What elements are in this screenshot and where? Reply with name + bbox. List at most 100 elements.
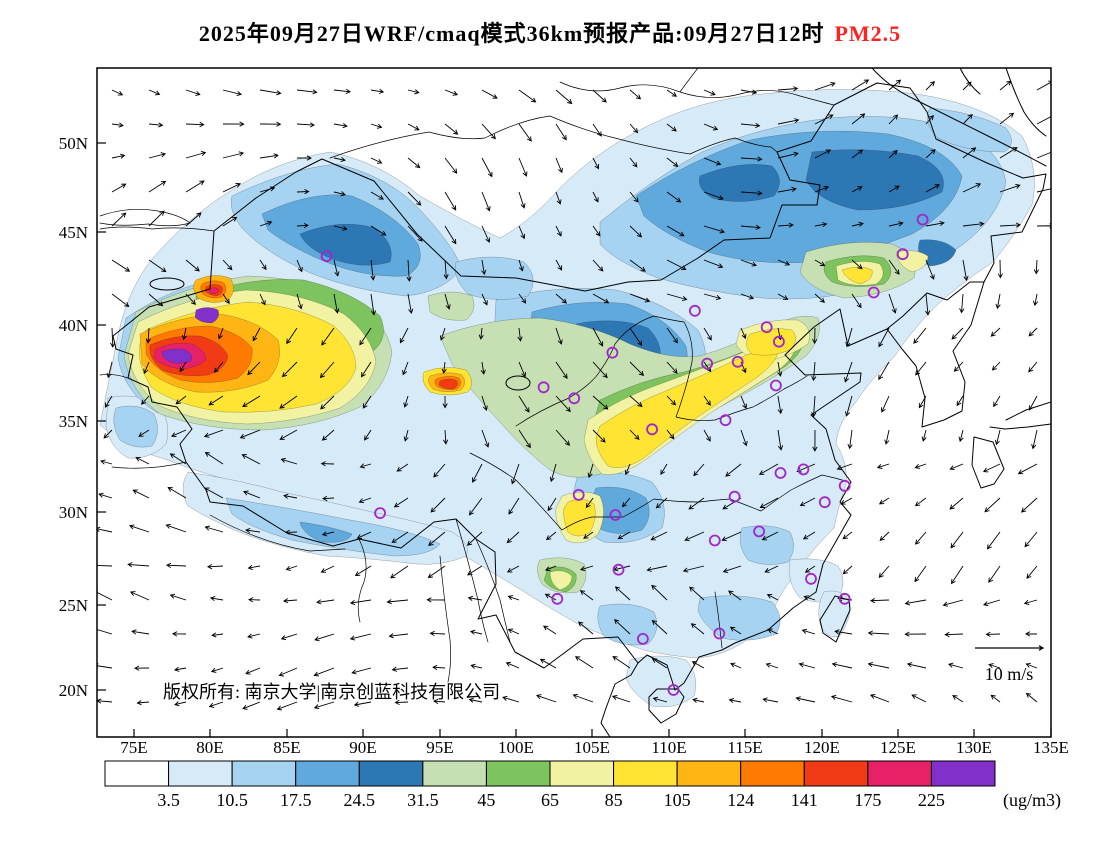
colorbar-segment — [549, 760, 615, 787]
wind-arrow — [814, 149, 832, 159]
wind-arrow — [814, 259, 826, 267]
wind-arrow — [444, 157, 458, 174]
wind-arrow — [169, 453, 187, 465]
wind-arrow — [953, 361, 964, 372]
wind-arrow — [759, 497, 779, 508]
wind-arrow — [111, 153, 126, 159]
wind-arrow — [386, 599, 409, 605]
wind-arrow — [703, 259, 724, 269]
city-marker — [320, 250, 333, 263]
colorbar-tick-label: 65 — [541, 790, 559, 810]
wind-arrow — [688, 497, 705, 510]
wind-arrow — [867, 661, 890, 669]
wind-arrow — [222, 89, 243, 97]
wind-arrow — [470, 663, 483, 669]
wind-arrow — [391, 531, 409, 544]
pm25-region-lv9-central — [595, 348, 779, 468]
honshu-coastline — [989, 401, 1051, 430]
pm25-region-lv5-northeast-core — [805, 149, 944, 211]
vietnam-coastline — [600, 662, 639, 737]
wind-arrow — [507, 595, 520, 601]
wind-arrow — [867, 630, 890, 636]
city-marker — [551, 592, 564, 605]
wind-arrow — [844, 395, 853, 417]
wind-arrow — [803, 595, 816, 601]
wind-arrow — [320, 461, 335, 467]
kyushu-coastline — [971, 436, 1005, 489]
wind-arrow — [286, 327, 298, 345]
wind-arrow — [280, 633, 298, 641]
wind-arrow — [428, 531, 446, 546]
wind-arrow — [730, 662, 742, 669]
wind-arrow — [617, 531, 631, 540]
wind-arrow — [629, 395, 643, 408]
wind-arrow — [851, 221, 864, 227]
wind-arrow — [689, 586, 705, 601]
wind-arrow — [354, 565, 372, 576]
wind-arrow — [814, 222, 828, 228]
wind-arrow — [1017, 463, 1038, 475]
wind-arrow — [175, 395, 187, 405]
wind-arrow — [143, 361, 150, 375]
colorbar-tick-label: 225 — [918, 790, 945, 810]
wind-arrow — [629, 293, 651, 303]
wind-arrow — [429, 630, 446, 637]
wind-arrow — [282, 598, 298, 604]
wind-arrow — [650, 531, 668, 541]
wind-arrow — [1025, 662, 1038, 669]
wind-arrow — [390, 565, 409, 579]
wind-arrow — [777, 86, 799, 92]
wind-arrow — [399, 327, 409, 344]
wind-arrow — [407, 191, 422, 206]
wind-arrow — [518, 361, 527, 378]
wind-arrow — [592, 157, 600, 170]
qinghai-lake — [505, 375, 531, 391]
wind-arrow — [321, 327, 335, 346]
wind-arrow — [592, 395, 609, 410]
wind-legend-arrow — [975, 645, 1045, 651]
china-border — [112, 82, 1047, 691]
pm25-region-lv9-jilin — [841, 266, 873, 285]
lon-tick-label: 125E — [880, 738, 916, 757]
wind-arrow — [851, 113, 866, 125]
wind-arrow — [592, 327, 604, 347]
wind-arrow — [777, 395, 783, 415]
wind-arrow — [952, 694, 964, 703]
colorbar-tick-label: 105 — [664, 790, 691, 810]
wind-arrow — [990, 694, 1001, 703]
wind-arrow — [777, 293, 789, 300]
wind-arrow — [210, 667, 224, 673]
wind-arrow — [518, 225, 526, 240]
wind-arrow — [942, 599, 964, 607]
wind-arrow — [444, 123, 459, 135]
wind-arrow — [798, 662, 816, 669]
lon-tick-label: 75E — [120, 738, 147, 757]
wind-arrow — [433, 698, 446, 704]
wind-arrow — [248, 597, 261, 603]
wind-arrow — [740, 122, 761, 129]
wind-vector-layer — [97, 79, 1051, 711]
wind-arrow — [370, 225, 387, 236]
wind-arrow — [481, 191, 491, 212]
city-marker — [916, 213, 929, 226]
wind-arrow — [370, 191, 385, 200]
wind-arrow — [811, 395, 817, 418]
pm25-region-lv3-kashmir-inner — [113, 405, 158, 448]
wind-arrow — [914, 463, 927, 469]
wind-arrow — [171, 429, 187, 438]
wind-arrow — [651, 584, 668, 601]
wind-arrow — [906, 662, 927, 669]
wind-arrow — [359, 463, 372, 469]
wind-arrow — [847, 429, 853, 450]
wind-arrow — [481, 89, 498, 99]
wind-arrow — [740, 190, 763, 196]
wind-arrow — [259, 121, 282, 127]
city-marker — [770, 379, 782, 392]
wind-arrow — [1025, 692, 1038, 703]
wind-arrow — [426, 597, 446, 603]
wind-arrow — [904, 599, 927, 606]
wind-arrow — [321, 429, 335, 441]
wind-arrow — [242, 395, 261, 408]
wind-arrow — [481, 395, 488, 411]
wind-arrow — [918, 395, 927, 409]
